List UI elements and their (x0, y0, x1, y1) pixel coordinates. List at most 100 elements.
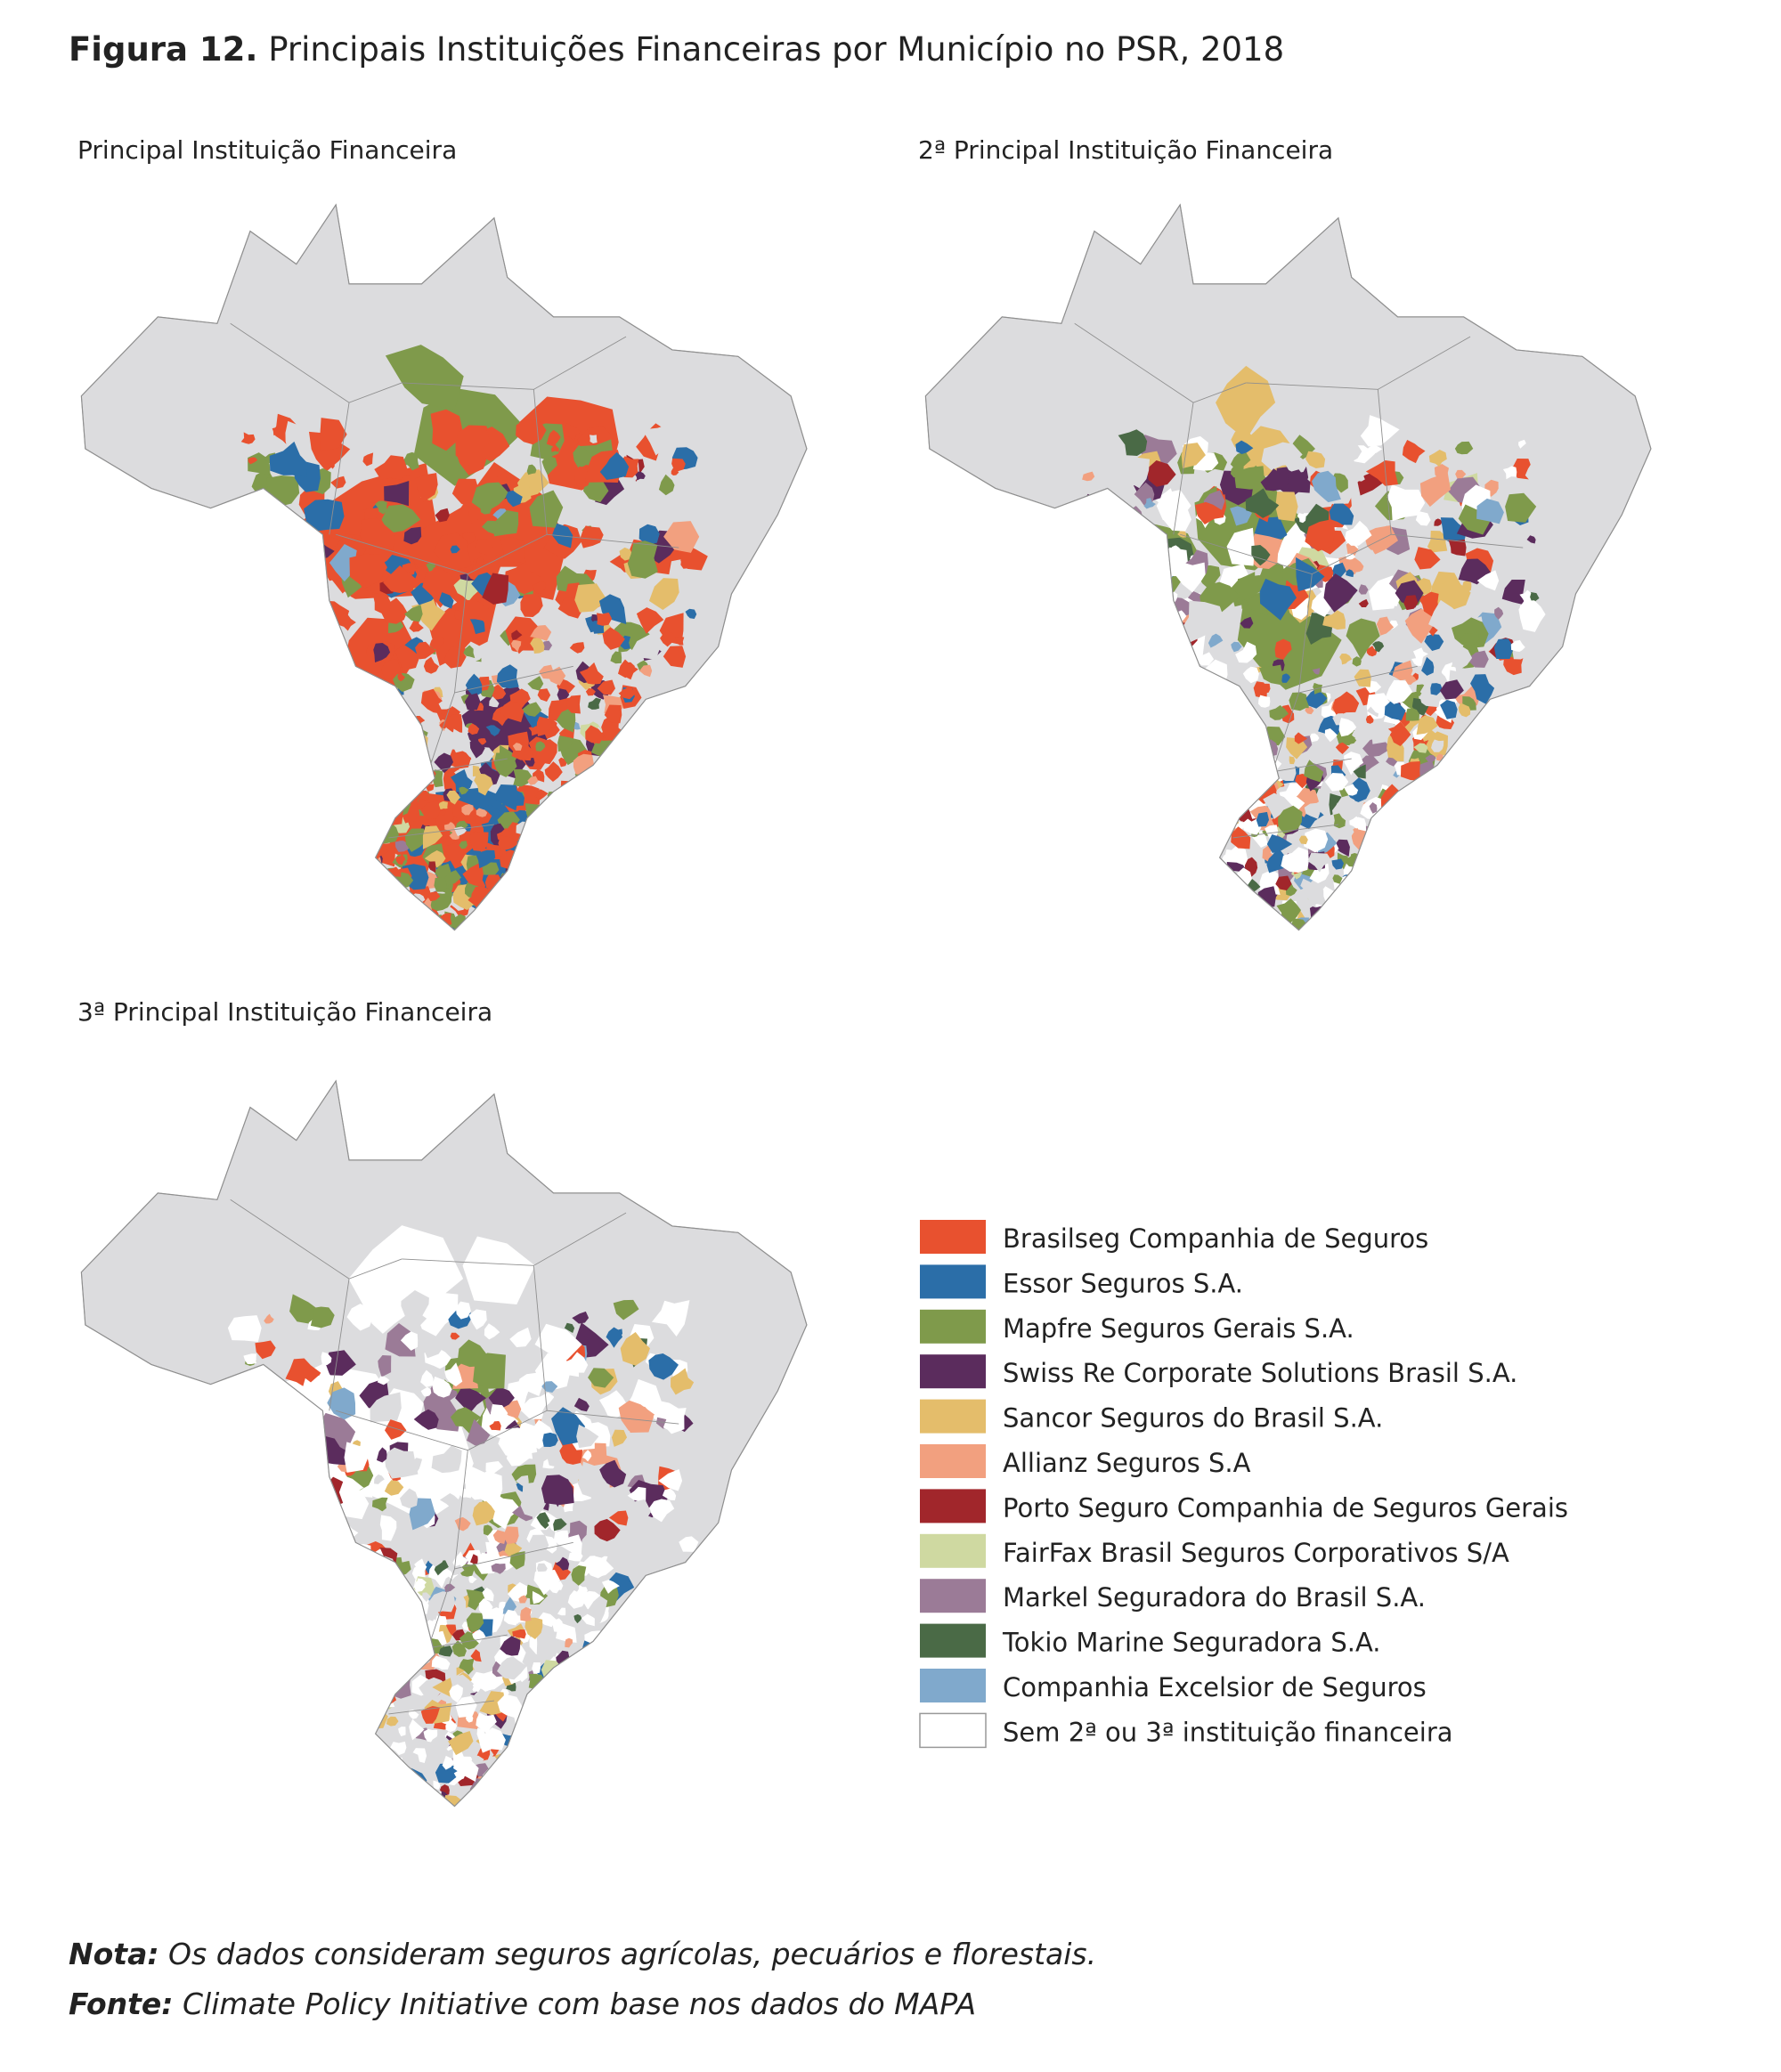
region-patch (422, 1592, 431, 1602)
region-patch (564, 1322, 575, 1334)
region-patch (477, 1727, 506, 1753)
region-patch (471, 482, 510, 513)
region-patch (360, 1706, 388, 1730)
region-patch (1331, 858, 1344, 870)
region-patch (356, 1648, 364, 1659)
region-patch (1153, 884, 1169, 905)
region-patch (497, 1694, 524, 1719)
region-patch (279, 574, 298, 594)
region-patch (344, 1442, 369, 1473)
region-patch (411, 1629, 422, 1638)
region-patch (1467, 650, 1489, 668)
region-patch (533, 1569, 561, 1596)
region-patch (264, 1425, 274, 1437)
region-patch (1383, 825, 1395, 836)
region-patch (307, 1452, 326, 1471)
region-patch (648, 1499, 675, 1523)
region-patch (679, 1536, 699, 1552)
region-patch (371, 1497, 388, 1512)
region-patch (404, 1627, 416, 1637)
region-patch (400, 1788, 414, 1801)
region-patch (380, 1747, 395, 1764)
region-patch (1082, 493, 1107, 522)
region-patch (386, 898, 398, 906)
region-patch (499, 536, 526, 564)
region-patch (365, 710, 384, 726)
region-patch (1297, 699, 1309, 709)
region-patch (582, 477, 609, 503)
region-patch (1157, 857, 1177, 879)
legend-swatch (919, 1712, 987, 1749)
region-patch (1183, 886, 1193, 897)
region-patch (1458, 703, 1471, 718)
region-patch (248, 1372, 272, 1395)
region-patch (1197, 860, 1211, 880)
region-patch (391, 891, 419, 920)
region-patch (277, 1360, 290, 1372)
region-patch (365, 698, 376, 710)
region-patch (256, 1514, 270, 1525)
region-patch (312, 1766, 331, 1790)
region-patch (579, 662, 604, 685)
region-patch (1346, 618, 1380, 660)
region-patch (594, 1477, 601, 1489)
region-patch (310, 1306, 335, 1329)
region-patch (431, 1655, 451, 1670)
region-patch (281, 549, 313, 574)
region-patch (323, 1716, 334, 1726)
region-patch (1275, 875, 1292, 890)
region-patch (364, 1737, 374, 1748)
region-patch (1181, 833, 1197, 849)
region-patch (502, 1526, 519, 1545)
region-patch (484, 874, 502, 890)
region-patch (383, 565, 420, 594)
region-patch (367, 690, 396, 715)
region-patch (1179, 889, 1192, 906)
source-label: Fonte: (69, 1987, 174, 2021)
region-patch (401, 1645, 414, 1658)
region-patch (1281, 673, 1291, 683)
region-patch (506, 1447, 530, 1467)
region-patch (1186, 897, 1206, 914)
region-patch (1190, 860, 1210, 879)
region-patch (1415, 511, 1431, 526)
region-patch (328, 919, 337, 930)
region-patch (1236, 768, 1248, 780)
region-patch (1342, 893, 1359, 914)
region-patch (489, 695, 500, 708)
region-patch (602, 627, 625, 650)
region-patch (360, 1779, 379, 1793)
region-patch (374, 455, 408, 480)
region-patch (394, 719, 403, 728)
region-patch (1402, 440, 1426, 464)
region-patch (491, 823, 506, 837)
region-patch (1151, 635, 1165, 652)
region-patch (1150, 912, 1169, 930)
region-patch (581, 1450, 592, 1462)
region-patch (443, 713, 463, 733)
region-patch (324, 1657, 354, 1679)
region-patch (382, 695, 406, 719)
region-patch (466, 1589, 485, 1611)
legend-label: Sem 2ª ou 3ª instituição financeira (1003, 1717, 1453, 1747)
region-patch (1427, 530, 1448, 553)
state-border (1074, 322, 1247, 403)
region-patch (1170, 545, 1183, 557)
region-patch (563, 423, 581, 442)
region-patch (331, 1667, 342, 1678)
region-patch (336, 1775, 349, 1791)
region-patch (391, 1586, 411, 1606)
region-patch (465, 673, 483, 697)
region-patch (504, 1769, 516, 1784)
region-patch (1256, 739, 1279, 757)
region-patch (1274, 638, 1292, 660)
region-patch (350, 766, 360, 776)
region-patch (1197, 875, 1208, 890)
region-patch (337, 1742, 362, 1763)
region-patch (1208, 769, 1221, 782)
legend-swatch (920, 1354, 986, 1389)
note-text: Os dados consideram seguros agrícolas, p… (168, 1937, 1096, 1971)
state-border (402, 1212, 627, 1266)
region-patch (397, 672, 405, 682)
region-patch (1228, 684, 1239, 693)
